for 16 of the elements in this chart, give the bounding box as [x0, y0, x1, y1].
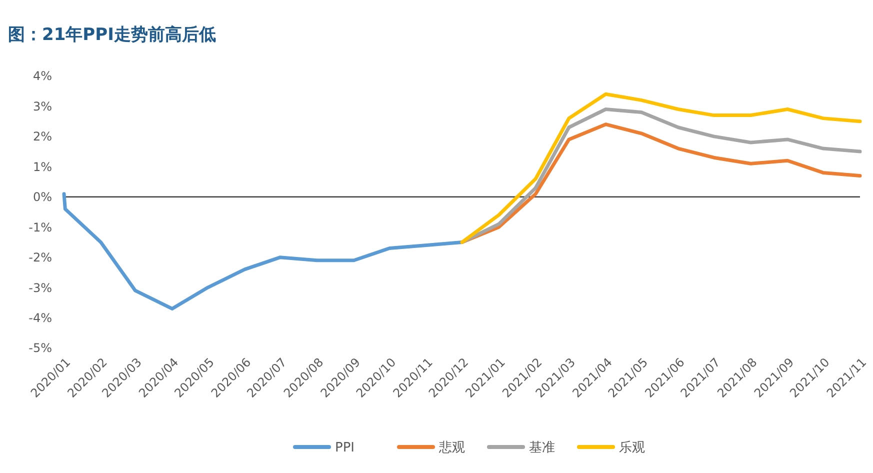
y-tick-label: -4%: [28, 310, 52, 325]
y-tick-label: 4%: [32, 69, 52, 84]
y-tick-label: 3%: [32, 99, 52, 114]
chart-title: 图：21年PPI走势前高后低: [8, 25, 216, 45]
y-tick-label: -3%: [28, 280, 52, 295]
y-tick-label: 2%: [32, 130, 52, 144]
legend-label: 乐观: [619, 440, 645, 456]
y-tick-label: 1%: [32, 160, 52, 174]
y-tick-label: -5%: [28, 341, 52, 356]
y-tick-label: 0%: [32, 190, 52, 204]
y-tick-label: -1%: [28, 220, 52, 234]
legend-label: PPI: [335, 440, 355, 456]
y-tick-label: -2%: [28, 250, 52, 265]
legend-label: 悲观: [438, 440, 465, 456]
legend-label: 基准: [529, 440, 555, 456]
line-series: [62, 192, 464, 310]
